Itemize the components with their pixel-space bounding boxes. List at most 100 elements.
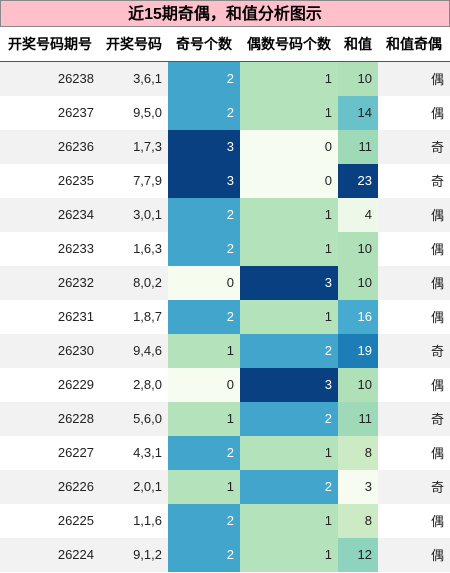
issue-cell: 26235 [57, 173, 94, 188]
numbers-cell: 9,4,6 [100, 333, 168, 368]
even-count-cell: 1 [240, 61, 338, 96]
table-row: 26238 3,6,1 2 1 10 偶 [0, 61, 450, 96]
issue-cell: 26232 [0, 265, 100, 300]
table-row: 26232 8,0,2 0 3 10 偶 [0, 265, 450, 300]
column-header: 开奖号码 [100, 27, 168, 62]
even-count-cell: 0 [240, 163, 338, 198]
odd-count-cell: 2 [168, 95, 240, 130]
numbers-cell: 2,8,0 [133, 377, 162, 392]
title: 近15期奇偶，和值分析图示 [0, 0, 450, 27]
table-row: 26237 9,5,0 2 1 14 偶 [0, 95, 450, 130]
even-count-cell: 1 [240, 95, 338, 130]
sum-parity-cell: 奇 [378, 333, 450, 368]
issue-cell: 26226 [0, 469, 100, 504]
sum-cell: 10 [338, 367, 378, 402]
even-count-cell: 2 [240, 469, 338, 504]
sum-cell: 12 [338, 537, 378, 572]
issue-cell: 26227 [57, 445, 94, 460]
issue-cell: 26233 [57, 241, 94, 256]
table-row: 26236 1,7,3 3 0 11 奇 [0, 129, 450, 164]
issue-cell: 26224 [0, 537, 100, 572]
issue-cell: 26238 [0, 61, 100, 96]
issue-cell: 26234 [0, 197, 100, 232]
even-count-cell: 1 [240, 435, 338, 470]
odd-count-cell: 2 [168, 197, 240, 232]
numbers-cell: 8,0,2 [100, 265, 168, 300]
numbers-cell: 4,3,1 [133, 445, 162, 460]
odd-count-cell: 2 [168, 435, 240, 470]
issue-cell: 26230 [0, 333, 100, 368]
sum-cell: 10 [338, 265, 378, 300]
odd-count-cell: 0 [168, 367, 240, 402]
table-body: 26238 3,6,1 2 1 10 偶 26237 9,5,0 2 1 14 偶 26236 1,7,3… [0, 61, 450, 572]
odd-count-cell: 2 [168, 299, 240, 334]
table-row: 26227 4,3,1 2 1 8 偶 [0, 435, 450, 470]
table-row: 26234 3,0,1 2 1 4 偶 [0, 197, 450, 232]
odd-count-cell: 2 [168, 61, 240, 96]
issue-cell: 26228 [0, 401, 100, 436]
table-row: 26230 9,4,6 1 2 19 奇 [0, 333, 450, 368]
numbers-cell: 1,8,7 [133, 309, 162, 324]
sum-cell: 4 [338, 197, 378, 232]
sum-cell: 19 [338, 333, 378, 368]
sum-parity-cell: 偶 [430, 514, 444, 529]
header-row: 开奖号码期号 开奖号码 奇号个数 偶数号码个数 和值 和值奇偶 [0, 27, 450, 62]
odd-count-cell: 1 [168, 469, 240, 504]
sum-parity-cell: 偶 [378, 61, 450, 96]
sum-cell: 3 [338, 469, 378, 504]
column-header: 偶数号码个数 [240, 27, 338, 62]
column-header: 奇号个数 [168, 27, 240, 62]
sum-cell: 10 [338, 61, 378, 96]
sum-parity-cell: 偶 [430, 106, 444, 121]
sum-cell: 10 [338, 231, 378, 266]
numbers-cell: 9,1,2 [100, 537, 168, 572]
odd-count-cell: 3 [168, 129, 240, 164]
sum-parity-cell: 偶 [430, 378, 444, 393]
odd-count-cell: 2 [168, 537, 240, 572]
sum-parity-cell: 偶 [378, 265, 450, 300]
sum-parity-cell: 偶 [378, 197, 450, 232]
odd-count-cell: 1 [168, 333, 240, 368]
even-count-cell: 2 [240, 401, 338, 436]
even-count-cell: 1 [240, 231, 338, 266]
odd-count-cell: 2 [168, 503, 240, 538]
even-count-cell: 1 [240, 503, 338, 538]
sum-cell: 11 [338, 401, 378, 436]
odd-count-cell: 1 [168, 401, 240, 436]
sum-parity-cell: 偶 [378, 537, 450, 572]
sum-cell: 14 [338, 95, 378, 130]
even-count-cell: 3 [240, 367, 338, 402]
even-count-cell: 1 [240, 299, 338, 334]
table-row: 26235 7,7,9 3 0 23 奇 [0, 163, 450, 198]
table-row: 26233 1,6,3 2 1 10 偶 [0, 231, 450, 266]
issue-cell: 26231 [57, 309, 94, 324]
column-header: 开奖号码期号 [0, 27, 100, 62]
table-row: 26228 5,6,0 1 2 11 奇 [0, 401, 450, 436]
numbers-cell: 1,6,3 [133, 241, 162, 256]
sum-parity-cell: 奇 [378, 469, 450, 504]
issue-cell: 26237 [57, 105, 94, 120]
table: 开奖号码期号 开奖号码 奇号个数 偶数号码个数 和值 和值奇偶 26238 3,6,1 2 1 1… [0, 27, 450, 572]
sum-cell: 23 [338, 163, 378, 198]
odd-count-cell: 0 [168, 265, 240, 300]
even-count-cell: 1 [240, 537, 338, 572]
table-row: 26229 2,8,0 0 3 10 偶 [0, 367, 450, 402]
odd-count-cell: 3 [168, 163, 240, 198]
table-row: 26224 9,1,2 2 1 12 偶 [0, 537, 450, 572]
numbers-cell: 3,6,1 [100, 61, 168, 96]
sum-parity-cell: 奇 [378, 129, 450, 164]
even-count-cell: 3 [240, 265, 338, 300]
even-count-cell: 2 [240, 333, 338, 368]
issue-cell: 26225 [57, 513, 94, 528]
numbers-cell: 5,6,0 [100, 401, 168, 436]
numbers-cell: 2,0,1 [100, 469, 168, 504]
odd-count-cell: 2 [168, 231, 240, 266]
sum-parity-cell: 偶 [430, 310, 444, 325]
even-count-cell: 0 [240, 129, 338, 164]
even-count-cell: 1 [240, 197, 338, 232]
sum-cell: 8 [338, 503, 378, 538]
issue-cell: 26229 [57, 377, 94, 392]
table-row: 26231 1,8,7 2 1 16 偶 [0, 299, 450, 334]
sum-parity-cell: 奇 [430, 174, 444, 189]
